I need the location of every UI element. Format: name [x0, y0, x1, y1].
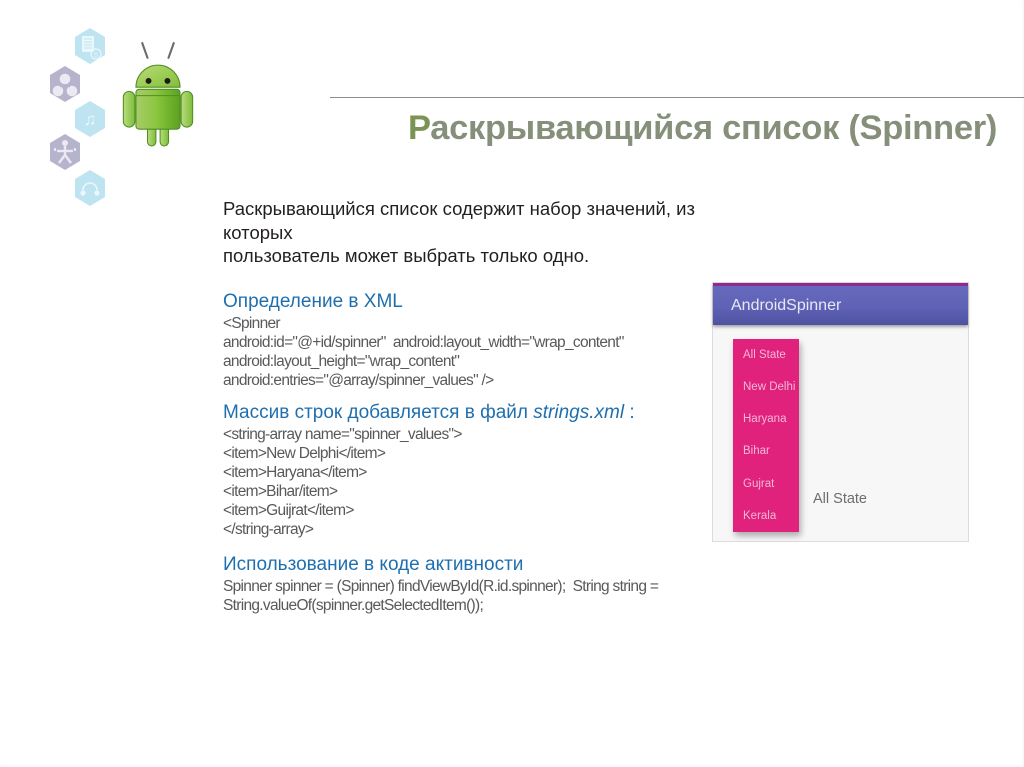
svg-text:S: S	[94, 52, 99, 59]
svg-text:♫: ♫	[84, 110, 97, 129]
